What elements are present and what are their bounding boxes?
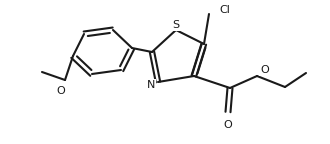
Text: O: O	[224, 120, 232, 130]
Text: O: O	[260, 65, 269, 75]
Text: N: N	[147, 80, 155, 90]
Text: S: S	[173, 20, 180, 30]
Text: Cl: Cl	[219, 5, 230, 15]
Text: O: O	[57, 86, 65, 96]
